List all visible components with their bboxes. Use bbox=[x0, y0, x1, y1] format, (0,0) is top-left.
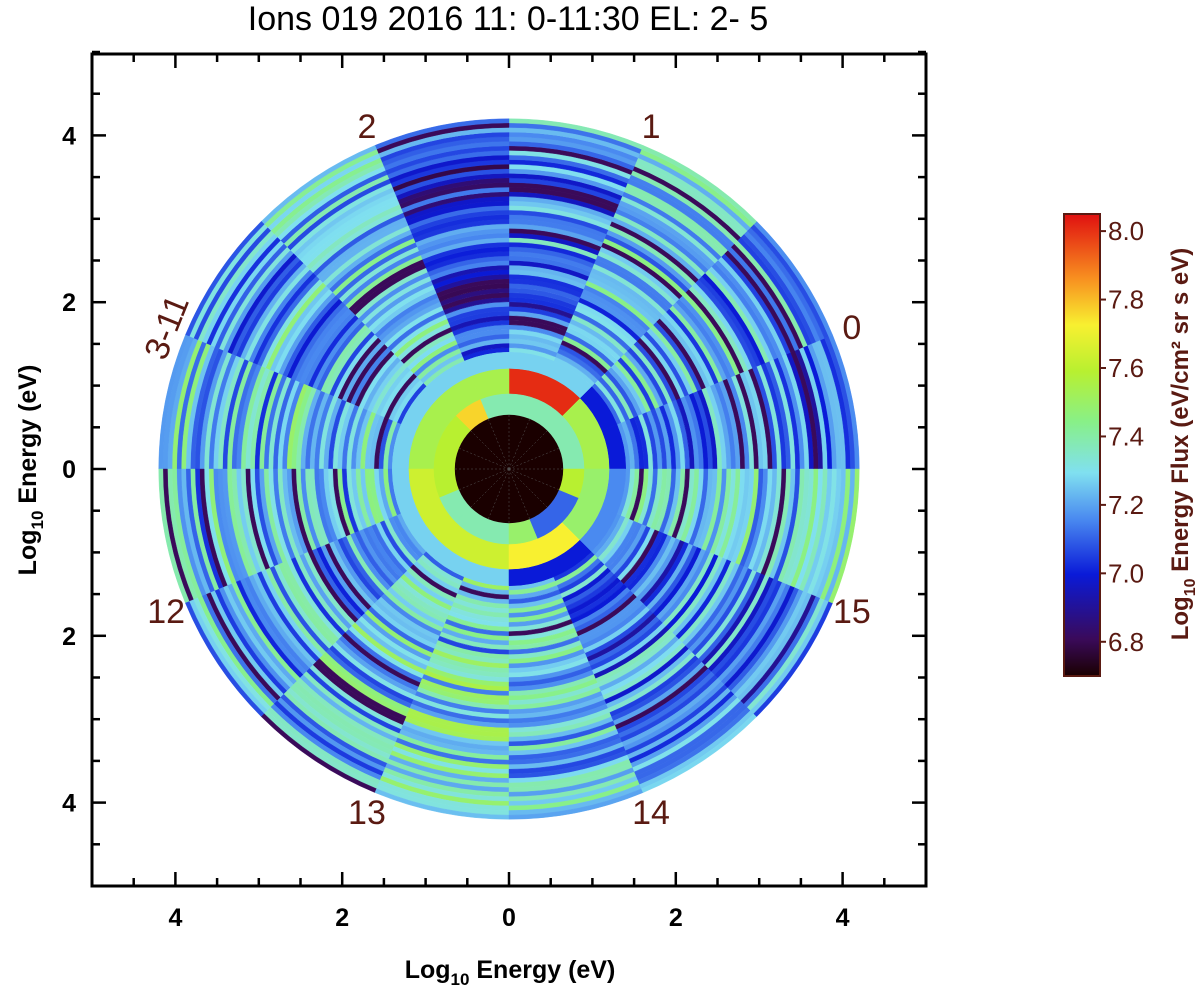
y-tick-label: 0 bbox=[62, 456, 76, 484]
x-axis-label: Log10 Energy (eV) bbox=[405, 956, 616, 989]
x-tick-label: 2 bbox=[669, 904, 683, 932]
colorbar-tick-label: 7.8 bbox=[1108, 285, 1144, 315]
sector-label: 12 bbox=[147, 593, 185, 631]
sector-label: 14 bbox=[632, 794, 670, 832]
colorbar-ticks: 8.0 7.8 7.6 7.4 7.2 7.0 6.8 bbox=[1100, 216, 1144, 657]
sector-label: 13 bbox=[348, 794, 386, 832]
center-spoke bbox=[508, 418, 530, 470]
center-spoke bbox=[458, 448, 510, 470]
flux-cell bbox=[828, 468, 860, 604]
sector-label: 2 bbox=[358, 108, 377, 146]
center-spoke bbox=[470, 430, 510, 470]
y-tick-label: 4 bbox=[62, 790, 76, 818]
y-tick-label: 2 bbox=[62, 623, 76, 651]
x-tick-label: 4 bbox=[836, 904, 850, 932]
colorbar-tick-label: 7.0 bbox=[1108, 558, 1144, 588]
center-spoke bbox=[508, 430, 548, 470]
center-spoke bbox=[470, 468, 510, 508]
sector-label: 15 bbox=[833, 593, 871, 631]
center-spoke bbox=[458, 468, 510, 490]
colorbar-tick-label: 8.0 bbox=[1108, 216, 1144, 246]
center-spoke bbox=[488, 418, 510, 470]
colorbar-tick-label: 6.8 bbox=[1108, 627, 1144, 657]
center-spoke bbox=[508, 468, 560, 490]
colorbar-tick-label: 7.4 bbox=[1108, 421, 1144, 451]
center-spoke bbox=[488, 468, 510, 520]
colorbar-tick-label: 7.2 bbox=[1108, 490, 1144, 520]
sector-label: 1 bbox=[642, 108, 661, 146]
colorbar-label: Log10 Energy Flux (eV/cm² sr s eV) bbox=[1167, 248, 1199, 641]
x-tick-labels: 4 2 0 2 4 bbox=[168, 904, 849, 932]
y-tick-label: 2 bbox=[62, 289, 76, 317]
y-tick-labels: 4 2 0 2 4 bbox=[62, 122, 76, 817]
colorbar-tick-label: 7.6 bbox=[1108, 353, 1144, 383]
x-tick-label: 4 bbox=[168, 904, 182, 932]
center-spoke bbox=[508, 448, 560, 470]
y-tick-label: 4 bbox=[62, 122, 76, 150]
axis-ticks bbox=[90, 50, 928, 888]
sector-label: 0 bbox=[842, 309, 861, 347]
polar-plot bbox=[158, 118, 860, 820]
center-spoke bbox=[508, 468, 530, 520]
x-tick-label: 0 bbox=[502, 904, 516, 932]
chart-title: Ions 019 2016 11: 0-11:30 EL: 2- 5 bbox=[248, 0, 768, 38]
x-tick-label: 2 bbox=[335, 904, 349, 932]
colorbar bbox=[1063, 213, 1101, 677]
center-spoke bbox=[508, 468, 548, 508]
y-axis-label: Log10 Energy (eV) bbox=[14, 365, 47, 576]
